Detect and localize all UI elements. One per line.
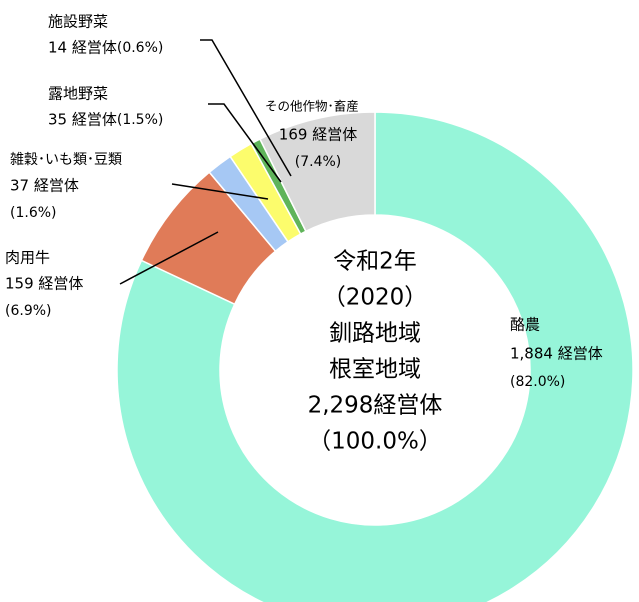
label: 肉用牛 xyxy=(5,249,50,267)
center-text: 令和2年 xyxy=(333,249,417,275)
center-text: 2,298経営体 xyxy=(308,393,443,419)
percent-label: (0.6%) xyxy=(117,40,164,56)
leader-line xyxy=(119,231,219,285)
center-text: （100.0%） xyxy=(308,429,442,455)
value-label: 159 経営体 xyxy=(5,275,83,293)
center-text: 釧路地域 xyxy=(329,321,421,347)
value-label: 1,884 経営体 xyxy=(510,345,603,363)
leader-line xyxy=(208,103,282,183)
label: 露地野菜 xyxy=(48,85,108,103)
percent-label: (82.0%) xyxy=(510,374,565,390)
percent-label: (1.5%) xyxy=(117,112,164,128)
leader-line xyxy=(200,39,292,177)
value-label: 169 経営体 xyxy=(279,126,357,144)
slices xyxy=(116,111,634,602)
leaders xyxy=(119,39,292,285)
percent-label: (1.6%) xyxy=(10,205,57,221)
label: 雑穀･いも類･豆類 xyxy=(10,152,122,168)
leader-line xyxy=(171,183,269,200)
value-label: 37 経営体 xyxy=(10,177,79,195)
center-text: （2020） xyxy=(323,285,428,311)
label: その他作物･畜産 xyxy=(265,99,359,114)
label: 酪農 xyxy=(510,316,540,334)
value-label: 14 経営体 xyxy=(48,39,117,57)
center-text: 根室地域 xyxy=(329,357,421,383)
percent-label: (6.9%) xyxy=(5,303,52,319)
value-label: 35 経営体 xyxy=(48,111,117,129)
slice xyxy=(258,111,376,233)
percent-label: (7.4%) xyxy=(295,154,342,170)
slice xyxy=(116,111,634,602)
label: 施設野菜 xyxy=(48,13,108,31)
